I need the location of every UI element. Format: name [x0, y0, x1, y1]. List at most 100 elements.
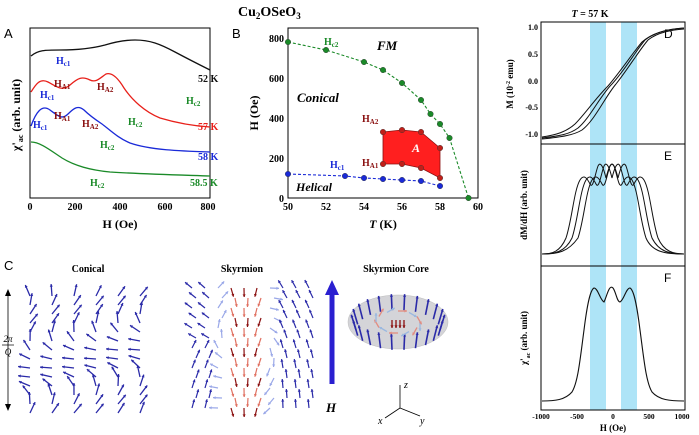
- spin-arrowhead: [379, 326, 383, 330]
- annotation: HA2: [82, 119, 99, 131]
- spin-arrow: [377, 332, 382, 349]
- spin-arrowhead: [377, 332, 381, 336]
- data-point: [399, 79, 406, 86]
- spin-arrow: [437, 320, 444, 336]
- data-point: [437, 174, 444, 181]
- spin-arrowhead: [34, 313, 38, 317]
- panel-b: B H (Oe) T (K) 50 52 54 56 58 60 0 200 400 600 80…: [232, 26, 483, 231]
- spin-arrowhead: [62, 365, 65, 369]
- spin-arrowhead: [293, 399, 298, 402]
- spin-arrowhead: [304, 280, 308, 284]
- spin-arrowhead: [269, 382, 273, 386]
- spin-arrowhead: [295, 309, 299, 313]
- spin-arrowhead: [116, 374, 120, 377]
- spin-arrowhead: [62, 356, 65, 360]
- spin-arrowhead: [284, 389, 289, 392]
- spin-arrow: [390, 294, 393, 311]
- spin-arrowhead: [22, 385, 26, 389]
- phase-fm-label: FM: [376, 38, 398, 53]
- spin-arrowhead: [128, 337, 132, 341]
- spin-arrowhead: [297, 369, 301, 372]
- data-point: [399, 126, 406, 133]
- spin-arrowhead: [122, 286, 126, 290]
- chi-ac-curve: [541, 286, 685, 402]
- spin-arrowhead: [210, 363, 214, 367]
- spin-arrow: [390, 333, 393, 350]
- spin-arrowhead: [242, 394, 246, 397]
- tick-label: 0: [279, 194, 284, 205]
- spin-arrowhead: [412, 332, 416, 336]
- spin-arrowhead: [268, 401, 272, 405]
- spin-arrowhead: [282, 290, 286, 294]
- spin-arrowhead: [253, 393, 257, 397]
- spin-arrow: [403, 333, 406, 350]
- spin-arrowhead: [281, 399, 285, 402]
- spin-arrowhead: [264, 392, 268, 396]
- spin-arrowhead: [100, 394, 104, 398]
- curve-58-5k: [30, 141, 211, 177]
- spin-arrowhead: [426, 329, 430, 333]
- data-point: [437, 182, 444, 189]
- spin-arrow: [432, 303, 439, 320]
- spin-arrowhead: [217, 319, 221, 322]
- tick-label: 56: [397, 202, 407, 213]
- spin-arrowhead: [246, 304, 250, 307]
- spin-arrowhead: [122, 394, 126, 398]
- spin-arrowhead: [257, 383, 261, 387]
- spin-arrowhead: [398, 325, 402, 328]
- spin-arrowhead: [253, 313, 257, 317]
- spin-arrowhead: [213, 374, 217, 378]
- spin-arrowhead: [402, 325, 406, 328]
- shaded-band-left: [590, 22, 606, 410]
- spin-arrowhead: [350, 314, 354, 318]
- spin-arrowhead: [275, 307, 279, 311]
- spin-arrowhead: [220, 300, 223, 304]
- spin-arrowhead: [253, 373, 257, 377]
- annotation: Hc2: [186, 96, 201, 108]
- spin-arrowhead: [188, 292, 192, 296]
- spin-arrowhead: [283, 329, 287, 333]
- spin-arrowhead: [205, 359, 209, 363]
- panel-b-xticks: 50 52 54 56 58 60: [283, 202, 483, 213]
- spin-arrowhead: [56, 304, 60, 308]
- phase-helical-label: Helical: [295, 180, 333, 194]
- spin-arrowhead: [391, 307, 395, 311]
- spin-arrowhead: [292, 319, 296, 323]
- shaded-band-right: [621, 22, 637, 410]
- spin-arrowhead: [440, 309, 444, 312]
- spin-arrowhead: [201, 333, 205, 337]
- data-point: [418, 96, 425, 103]
- spin-arrowhead: [253, 333, 257, 337]
- skyrmion-core-disk: [347, 294, 449, 350]
- spin-arrowhead: [253, 353, 257, 357]
- spin-arrowhead: [221, 281, 225, 285]
- spin-arrowhead: [78, 403, 82, 407]
- spin-arrowhead: [296, 349, 300, 353]
- spin-arrowhead: [72, 320, 76, 323]
- spin-arrowhead: [291, 280, 295, 284]
- spin-arrowhead: [304, 299, 308, 303]
- spin-arrowhead: [66, 331, 70, 335]
- spin-arrowhead: [98, 285, 102, 289]
- tick-label: 400: [113, 202, 128, 213]
- spin-arrowhead: [122, 295, 126, 299]
- magnetization-curve-up: [541, 27, 685, 139]
- spin-arrowhead: [33, 303, 37, 307]
- panel-f-ylabel: χ'ac (arb. unit): [519, 311, 532, 366]
- spin-arrowhead: [274, 330, 278, 334]
- spin-arrowhead: [213, 396, 216, 400]
- spin-arrowhead: [40, 373, 44, 377]
- spin-arrowhead: [28, 329, 32, 332]
- spin-arrowhead: [84, 364, 88, 368]
- data-point: [437, 120, 444, 127]
- spin-arrow: [414, 332, 419, 349]
- curve-58k: [30, 106, 211, 153]
- spin-arrowhead: [242, 334, 246, 337]
- spin-arrowhead: [74, 284, 78, 288]
- spin-arrowhead: [202, 292, 206, 295]
- panel-a-annotations: Hc1 HA1 HA2 Hc1 Hc2 Hc1 HA1 HA2 Hc2 Hc2 …: [33, 56, 201, 190]
- data-point: [285, 39, 292, 46]
- tick-label: 60: [473, 202, 483, 213]
- data-point: [399, 176, 406, 183]
